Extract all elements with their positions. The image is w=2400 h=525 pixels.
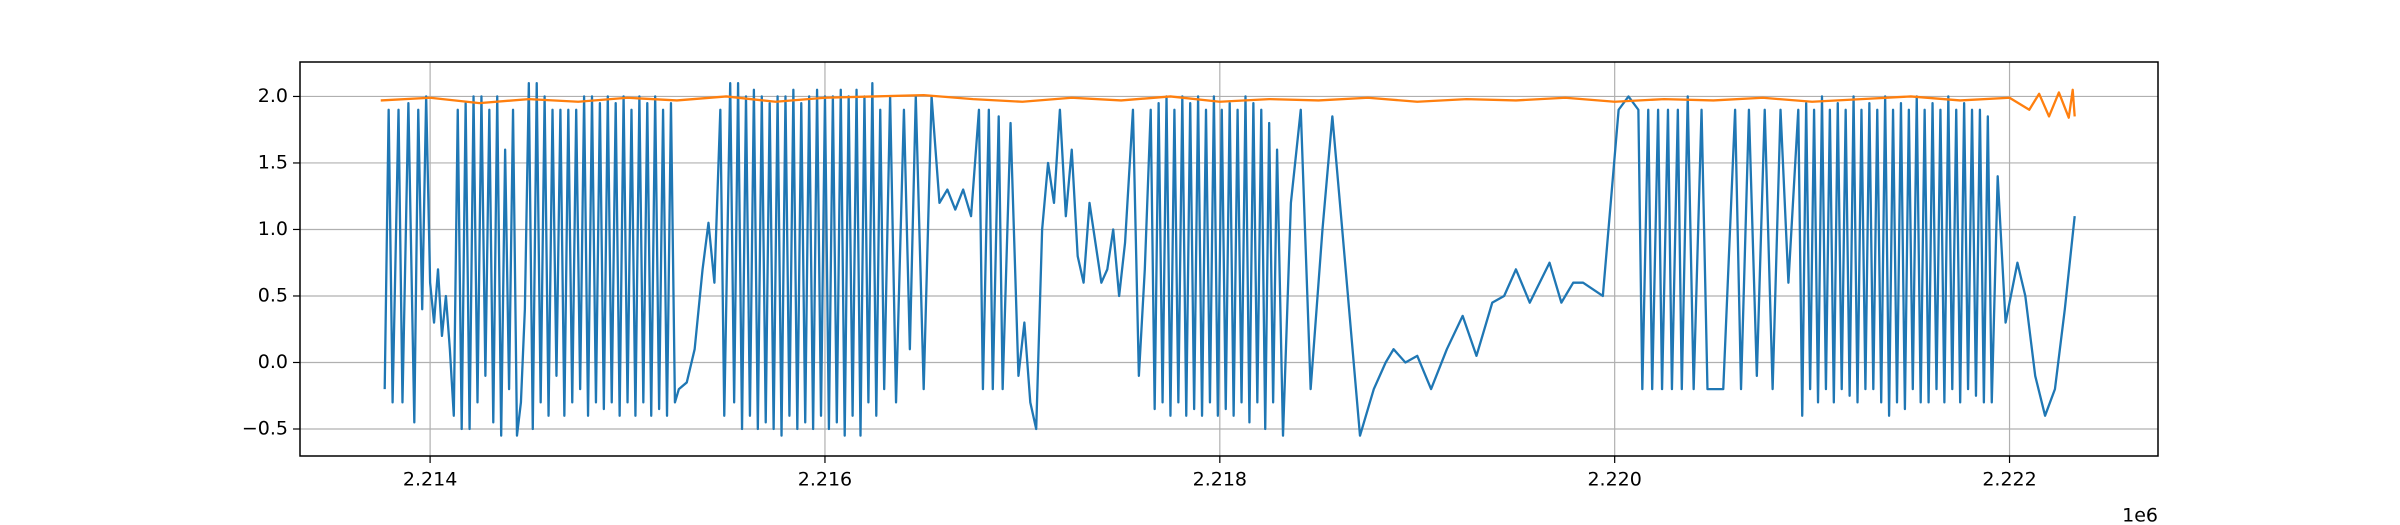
y-tick-label: 0.5 xyxy=(258,284,288,306)
x-tick-label: 2.222 xyxy=(1982,469,2036,491)
x-offset-label: 1e6 xyxy=(2122,505,2158,525)
y-tick-label: 2.0 xyxy=(258,85,288,107)
y-tick-label: −0.5 xyxy=(242,417,288,439)
plot-area xyxy=(380,82,2076,437)
x-tick-label: 2.218 xyxy=(1193,469,1247,491)
data-line xyxy=(380,88,2076,119)
y-tick-label: 1.0 xyxy=(258,218,288,240)
x-tick-label: 2.214 xyxy=(403,469,457,491)
y-tick-label: 1.5 xyxy=(258,151,288,173)
axes-frame xyxy=(299,61,2159,457)
x-tick-label: 2.216 xyxy=(798,469,852,491)
y-tick-label: 0.0 xyxy=(258,351,288,373)
data-line xyxy=(383,82,2076,437)
x-tick-label: 2.220 xyxy=(1587,469,1641,491)
